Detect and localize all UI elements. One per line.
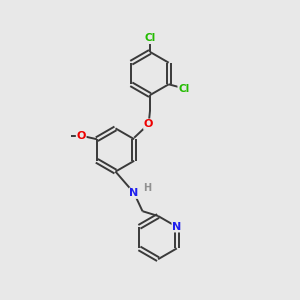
Text: Cl: Cl	[178, 84, 189, 94]
Text: N: N	[130, 188, 139, 198]
Text: N: N	[172, 222, 182, 232]
Text: H: H	[142, 183, 151, 193]
Text: O: O	[76, 130, 86, 141]
Text: O: O	[144, 119, 153, 129]
Text: Cl: Cl	[144, 33, 156, 43]
